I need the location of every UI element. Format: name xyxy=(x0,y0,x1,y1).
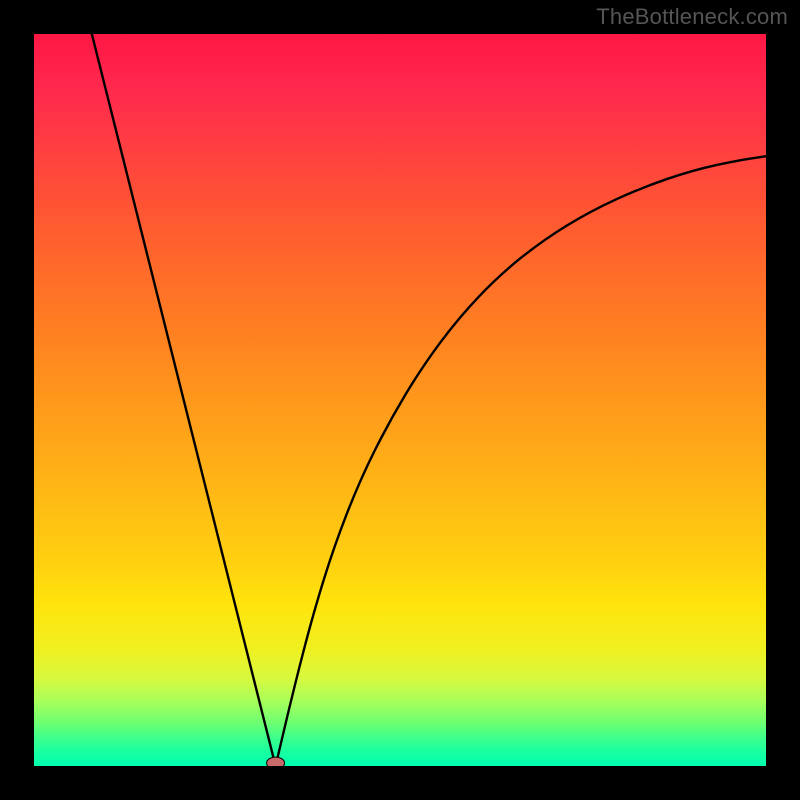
watermark-text: TheBottleneck.com xyxy=(596,4,788,30)
minimum-marker xyxy=(267,757,285,766)
chart-frame: TheBottleneck.com xyxy=(0,0,800,800)
bottleneck-curve xyxy=(92,34,766,766)
plot-area xyxy=(34,34,766,766)
curve-svg xyxy=(34,34,766,766)
